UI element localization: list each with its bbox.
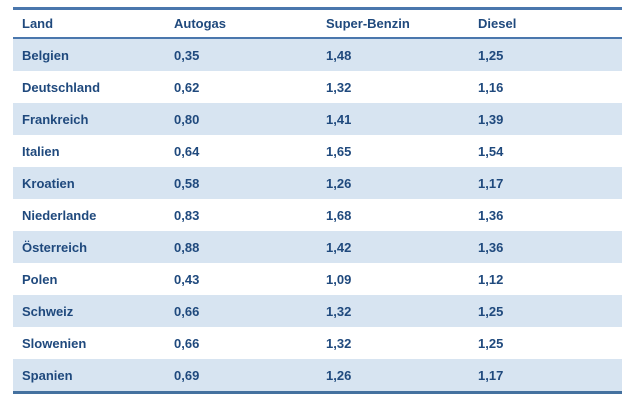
cell-super-benzin: 1,32	[317, 71, 469, 103]
column-header-autogas: Autogas	[165, 8, 317, 39]
cell-super-benzin: 1,68	[317, 199, 469, 231]
cell-autogas: 0,66	[165, 327, 317, 359]
cell-super-benzin: 1,26	[317, 359, 469, 393]
table-row-schweiz: Schweiz 0,66 1,32 1,25	[13, 295, 622, 327]
cell-country: Kroatien	[13, 167, 165, 199]
cell-country: Niederlande	[13, 199, 165, 231]
cell-diesel: 1,36	[469, 199, 622, 231]
cell-autogas: 0,35	[165, 38, 317, 71]
header-row: Land Autogas Super-Benzin Diesel	[13, 8, 622, 39]
cell-super-benzin: 1,09	[317, 263, 469, 295]
cell-super-benzin: 1,48	[317, 38, 469, 71]
cell-super-benzin: 1,41	[317, 103, 469, 135]
cell-diesel: 1,17	[469, 167, 622, 199]
cell-country: Deutschland	[13, 71, 165, 103]
cell-diesel: 1,16	[469, 71, 622, 103]
table-row-kroatien: Kroatien 0,58 1,26 1,17	[13, 167, 622, 199]
table-row-slowenien: Slowenien 0,66 1,32 1,25	[13, 327, 622, 359]
cell-country: Polen	[13, 263, 165, 295]
cell-autogas: 0,43	[165, 263, 317, 295]
cell-diesel: 1,54	[469, 135, 622, 167]
cell-diesel: 1,25	[469, 38, 622, 71]
cell-country: Italien	[13, 135, 165, 167]
cell-diesel: 1,36	[469, 231, 622, 263]
cell-country: Belgien	[13, 38, 165, 71]
cell-autogas: 0,69	[165, 359, 317, 393]
cell-country: Spanien	[13, 359, 165, 393]
table-row-niederlande: Niederlande 0,83 1,68 1,36	[13, 199, 622, 231]
cell-autogas: 0,83	[165, 199, 317, 231]
cell-country: Österreich	[13, 231, 165, 263]
column-header-land: Land	[13, 8, 165, 39]
cell-autogas: 0,80	[165, 103, 317, 135]
fuel-price-table: Land Autogas Super-Benzin Diesel Belgien…	[13, 7, 622, 394]
cell-autogas: 0,88	[165, 231, 317, 263]
table-row-deutschland: Deutschland 0,62 1,32 1,16	[13, 71, 622, 103]
table-row-belgien: Belgien 0,35 1,48 1,25	[13, 38, 622, 71]
cell-country: Frankreich	[13, 103, 165, 135]
cell-diesel: 1,39	[469, 103, 622, 135]
cell-country: Slowenien	[13, 327, 165, 359]
cell-country: Schweiz	[13, 295, 165, 327]
cell-super-benzin: 1,32	[317, 327, 469, 359]
column-header-diesel: Diesel	[469, 8, 622, 39]
cell-super-benzin: 1,65	[317, 135, 469, 167]
cell-diesel: 1,25	[469, 295, 622, 327]
table-row-frankreich: Frankreich 0,80 1,41 1,39	[13, 103, 622, 135]
table-row-oesterreich: Österreich 0,88 1,42 1,36	[13, 231, 622, 263]
cell-autogas: 0,64	[165, 135, 317, 167]
cell-diesel: 1,17	[469, 359, 622, 393]
cell-diesel: 1,25	[469, 327, 622, 359]
cell-autogas: 0,66	[165, 295, 317, 327]
cell-diesel: 1,12	[469, 263, 622, 295]
cell-autogas: 0,58	[165, 167, 317, 199]
cell-autogas: 0,62	[165, 71, 317, 103]
cell-super-benzin: 1,32	[317, 295, 469, 327]
table-row-italien: Italien 0,64 1,65 1,54	[13, 135, 622, 167]
table-row-spanien: Spanien 0,69 1,26 1,17	[13, 359, 622, 393]
column-header-super-benzin: Super-Benzin	[317, 8, 469, 39]
cell-super-benzin: 1,42	[317, 231, 469, 263]
table-row-polen: Polen 0,43 1,09 1,12	[13, 263, 622, 295]
cell-super-benzin: 1,26	[317, 167, 469, 199]
